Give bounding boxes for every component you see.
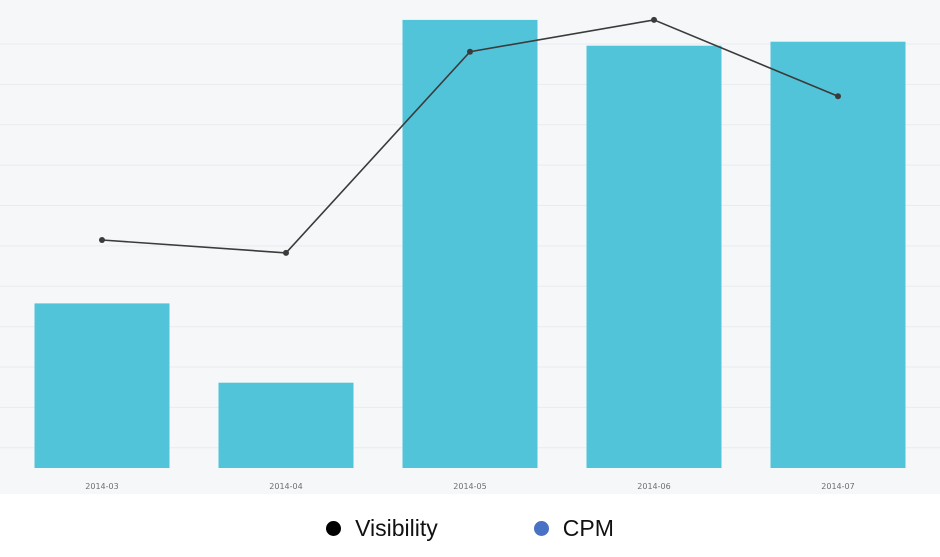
legend: Visibility CPM xyxy=(0,506,940,550)
point-2014-07[interactable] xyxy=(835,93,841,100)
bar-series-cpm xyxy=(34,19,906,469)
point-2014-06[interactable] xyxy=(651,16,657,23)
legend-label-visibility: Visibility xyxy=(355,514,438,541)
line-series-visibility xyxy=(99,16,841,256)
x-tick-label-2014-04: 2014-04 xyxy=(269,482,302,491)
bar-2014-07[interactable] xyxy=(770,41,906,468)
bar-2014-03[interactable] xyxy=(34,303,170,468)
chart-plot: 2014-03 2014-04 2014-05 2014-06 2014-07 xyxy=(0,16,940,491)
legend-item-cpm[interactable]: CPM xyxy=(533,514,614,542)
x-tick-label-2014-06: 2014-06 xyxy=(637,482,670,491)
x-axis-tick-labels: 2014-03 2014-04 2014-05 2014-06 2014-07 xyxy=(85,482,854,491)
bar-2014-05[interactable] xyxy=(402,19,538,469)
x-tick-label-2014-05: 2014-05 xyxy=(453,482,486,491)
legend-marker-visibility xyxy=(326,520,342,536)
legend-label-cpm: CPM xyxy=(562,514,614,541)
x-tick-label-2014-03: 2014-03 xyxy=(85,482,118,491)
legend-marker-cpm xyxy=(533,520,549,536)
x-tick-label-2014-07: 2014-07 xyxy=(821,482,854,491)
point-2014-04[interactable] xyxy=(283,249,289,256)
point-2014-05[interactable] xyxy=(467,48,473,55)
bar-2014-04[interactable] xyxy=(218,382,354,468)
legend-item-visibility[interactable]: Visibility xyxy=(326,515,438,542)
point-2014-03[interactable] xyxy=(99,237,105,243)
bar-2014-06[interactable] xyxy=(586,45,722,468)
